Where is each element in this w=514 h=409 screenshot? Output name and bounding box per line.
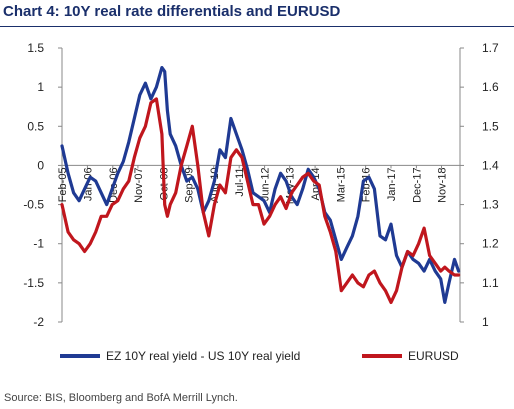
series-line-eurusd (60, 97, 461, 304)
left-tick-label: -1 (33, 237, 44, 251)
right-tick-label: 1.2 (482, 237, 499, 251)
x-tick-label: Jun-12 (260, 167, 272, 201)
right-tick-label: 1.1 (482, 276, 499, 290)
axes (58, 47, 464, 323)
right-tick-label: 1.5 (482, 119, 499, 133)
right-tick-label: 1.3 (482, 198, 499, 212)
left-tick-label: -0.5 (23, 198, 44, 212)
series-lines (60, 65, 461, 304)
x-tick-label: May-13 (285, 167, 297, 204)
legend-label-rate-differential: EZ 10Y real yield - US 10Y real yield (106, 349, 300, 363)
tick-labels: 1.5 1 0.5 0 -0.5 -1 -1.5 -2 1.7 1.6 1.5 1.4 1.3 1.2 1.… (23, 41, 499, 329)
legend: EZ 10Y real yield - US 10Y real yield EUR… (60, 349, 459, 363)
right-tick-label: 1.7 (482, 41, 499, 55)
x-tick-label: Feb-05 (57, 167, 69, 202)
x-tick-label: Dec-17 (411, 167, 423, 202)
left-tick-label: 0 (37, 158, 44, 172)
series-line-rate-differential (60, 65, 461, 304)
right-tick-label: 1 (482, 315, 489, 329)
left-tick-label: -2 (33, 315, 44, 329)
legend-label-eurusd: EURUSD (408, 349, 459, 363)
right-tick-label: 1.4 (482, 158, 499, 172)
right-tick-label: 1.6 (482, 80, 499, 94)
left-tick-label: 1 (37, 80, 44, 94)
title-divider (0, 26, 514, 27)
left-tick-label: 0.5 (27, 119, 44, 133)
left-tick-label: -1.5 (23, 276, 44, 290)
left-tick-label: 1.5 (27, 41, 44, 55)
x-tick-label: Mar-15 (335, 167, 347, 202)
x-tick-label: Nov-18 (437, 167, 449, 202)
x-tick-label: Jul-11 (234, 167, 246, 196)
x-tick-label: Jan-17 (386, 167, 398, 201)
source-note: Source: BIS, Bloomberg and BofA Merrill … (4, 392, 238, 404)
chart-title: Chart 4: 10Y real rate differentials and… (3, 3, 341, 20)
x-tick-label: Nov-07 (133, 167, 145, 202)
